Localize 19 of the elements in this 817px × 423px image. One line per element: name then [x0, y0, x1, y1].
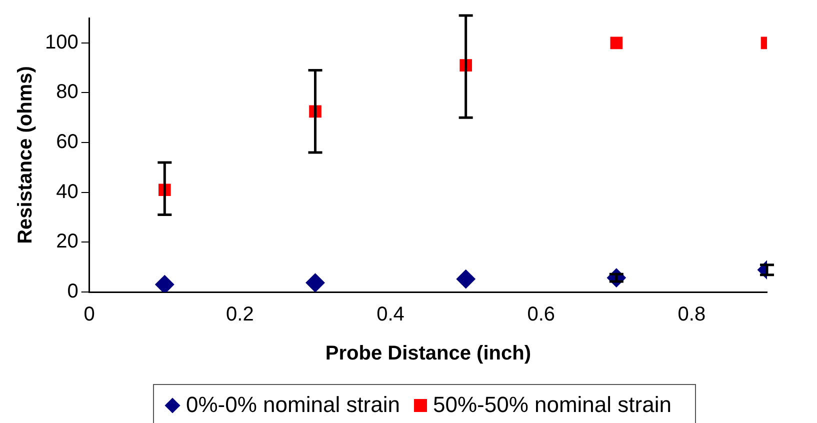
y-tick-label: 80: [56, 81, 78, 104]
legend-label: 50%-50% nominal strain: [432, 392, 672, 418]
x-tick-label: 0.2: [226, 304, 254, 326]
point: [610, 36, 623, 50]
y-axis-title: Resistance (ohms): [14, 66, 37, 244]
y-tick-label: 20: [56, 230, 78, 253]
y-tick-label: 60: [56, 131, 78, 154]
x-tick-label: 0: [84, 304, 95, 326]
y-tick-label: 0: [67, 280, 78, 303]
y-tick-label: 40: [56, 180, 78, 203]
x-axis-title: Probe Distance (inch): [325, 342, 531, 365]
x-tick-label: 0.4: [376, 304, 404, 326]
y-tick-label: 100: [44, 31, 78, 54]
point: [456, 270, 476, 289]
x-tick-label: 0.8: [678, 304, 706, 326]
legend-label: 0%-0% nominal strain: [186, 392, 400, 418]
point: [155, 275, 174, 292]
x-tick-label: 0.6: [527, 304, 556, 326]
point: [306, 273, 325, 292]
